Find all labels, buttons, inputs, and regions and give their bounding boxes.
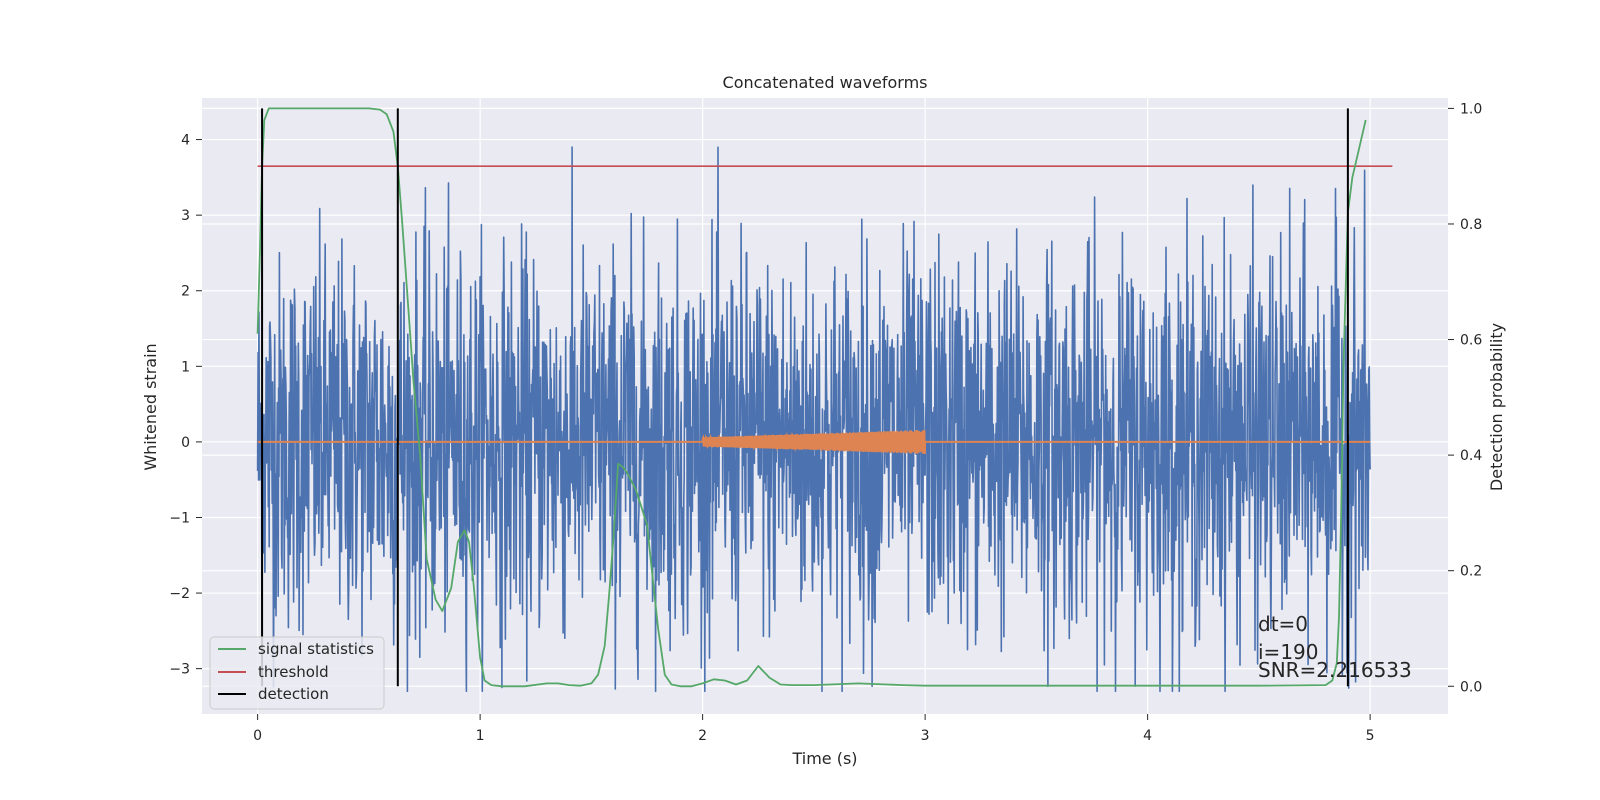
y-left-tick-label: 1	[181, 359, 190, 375]
annotation-snr: SNR=2.216533	[1258, 658, 1412, 682]
legend-frame	[209, 636, 385, 710]
annotation-dt: dt=0	[1258, 612, 1308, 636]
detection-series	[261, 108, 1349, 687]
annotation-i: i=190	[1258, 640, 1319, 664]
legend-label-signal-statistics: signal statistics	[258, 640, 374, 658]
y-right-tick-label: 0.6	[1460, 333, 1482, 349]
y-axis-left-label: Whitened strain	[141, 343, 160, 470]
legend-label-threshold: threshold	[258, 663, 329, 681]
x-tick-label: 1	[476, 728, 485, 744]
y-right-tick-label: 0.4	[1460, 448, 1482, 464]
x-tick-label: 0	[253, 728, 262, 744]
strain-series	[256, 146, 1371, 693]
y-left-tick-label: 4	[181, 133, 190, 149]
waveform-line	[701, 429, 927, 455]
legend: signal statistics threshold detection	[209, 636, 385, 710]
y-left-tick-label: −1	[169, 510, 190, 526]
signal-statistics-series	[256, 107, 1367, 688]
axes: 0 1 2 3 4 5 −3 −2 −1 0 1 2 3 4 0.0 0.2 0.4 0.6 0.8 1.0	[169, 101, 1482, 744]
x-tick-label: 2	[698, 728, 707, 744]
y-right-tick-label: 0.8	[1460, 217, 1482, 233]
x-axis-label: Time (s)	[791, 749, 857, 768]
x-tick-label: 3	[921, 728, 930, 744]
x-tick-label: 4	[1143, 728, 1152, 744]
y-right-tick-label: 1.0	[1460, 101, 1482, 117]
chart-title: Concatenated waveforms	[723, 73, 928, 92]
strain-line	[256, 146, 1371, 693]
signal-statistics-line	[256, 107, 1367, 688]
injected-waveform-series	[257, 429, 1371, 455]
y-left-tick-label: −3	[169, 662, 190, 678]
y-right-tick-label: 0.0	[1460, 679, 1482, 695]
y-left-tick-label: 0	[181, 435, 190, 451]
legend-label-detection: detection	[258, 685, 329, 703]
y-left-tick-label: 2	[181, 284, 190, 300]
x-tick-label: 5	[1366, 728, 1375, 744]
y-left-tick-label: −2	[169, 586, 190, 602]
y-axis-right-label: Detection probability	[1487, 323, 1506, 491]
y-left-tick-label: 3	[181, 208, 190, 224]
y-right-tick-label: 0.2	[1460, 564, 1482, 580]
annotation-block: dt=0 i=190 SNR=2.216533	[1258, 612, 1412, 682]
